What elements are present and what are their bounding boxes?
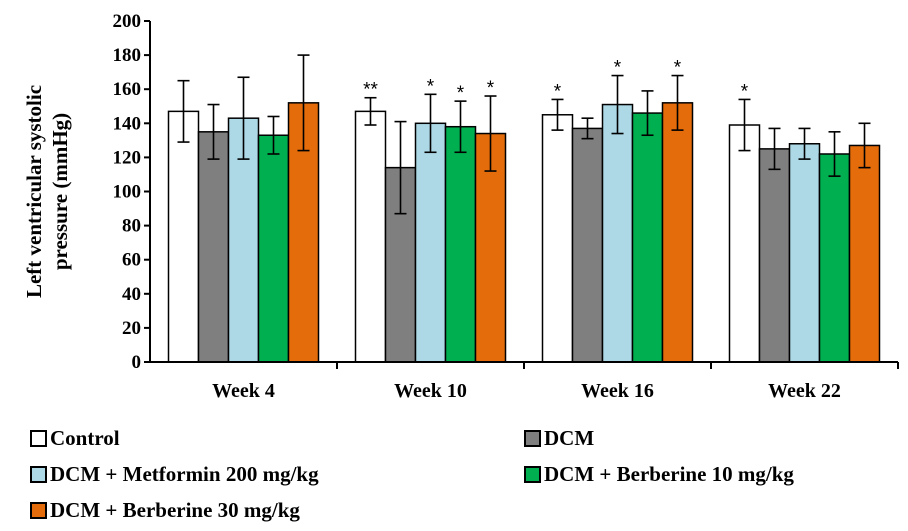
significance-marker: * [674,58,682,79]
x-tick-label: Week 22 [768,380,841,402]
x-tick-label: Week 4 [212,380,275,402]
significance-layer: ** * * * ** ** [363,58,749,105]
y-tick-label: 100 [113,182,142,203]
significance-marker: * [457,83,465,104]
significance-marker: * [487,78,495,99]
bar [601,103,634,363]
y-tick-label: 20 [122,318,141,339]
bar [571,127,604,363]
legend-swatch [30,502,47,519]
y-tick-label: 140 [113,113,142,134]
bar [848,144,881,363]
bar [257,134,290,363]
legend-item-berberine-10: DCM + Berberine 10 mg/kg [524,462,794,487]
legend-label: Control [50,426,120,450]
legend-label: DCM + Berberine 10 mg/kg [544,462,794,486]
bar [354,110,387,363]
legend-item-berberine-30: DCM + Berberine 30 mg/kg [30,498,300,523]
bar [728,124,761,363]
legend-item-dcm: DCM [524,426,594,451]
y-tick-label: 180 [113,45,142,66]
significance-marker: * [554,81,562,102]
significance-marker: ** [363,80,378,101]
bar [414,122,447,363]
bar [541,114,574,363]
x-tick-label: Week 10 [394,380,467,402]
legend-item-control: Control [30,426,120,451]
y-tick-label: 120 [113,147,142,168]
legend-item-metformin-200: DCM + Metformin 200 mg/kg [30,462,319,487]
bar-layer [167,102,881,363]
bar [197,131,230,363]
x-tick-label: Week 16 [581,380,654,402]
bar [818,153,851,363]
significance-marker: * [614,58,622,79]
bar [444,125,477,363]
y-axis-label-line: Left ventricular systolic [22,85,46,298]
y-tick-label: 60 [122,250,141,271]
bar [474,132,507,363]
legend-label: DCM [544,426,595,450]
significance-marker: * [741,81,749,102]
legend-label: DCM + Berberine 30 mg/kg [50,498,300,522]
bar [167,110,200,363]
y-tick-label: 0 [132,352,142,373]
bar [788,143,821,363]
y-tick-label: 160 [113,79,142,100]
legend-swatch [30,430,47,447]
bar [661,102,694,363]
legend-swatch [30,466,47,483]
legend-label: DCM + Metformin 200 mg/kg [50,462,319,486]
legend-swatch [524,430,541,447]
legend-swatch [524,466,541,483]
bar [758,148,791,363]
x-tick-layer: Week 4 Week 10 Week 16 Week 22 [212,362,899,402]
error-bar-layer [177,54,871,215]
y-tick-label: 40 [122,284,141,305]
y-tick-label: 80 [122,216,141,237]
y-axis-label: Left ventricular systolicpressure (mmHg) [22,85,72,298]
significance-marker: * [427,76,435,97]
y-axis-label-line: pressure (mmHg) [48,113,72,270]
bar [631,112,664,363]
y-tick-layer: 0 20 40 60 80 100 120 140 160 180 200 [113,11,150,373]
y-tick-label: 200 [113,11,142,32]
